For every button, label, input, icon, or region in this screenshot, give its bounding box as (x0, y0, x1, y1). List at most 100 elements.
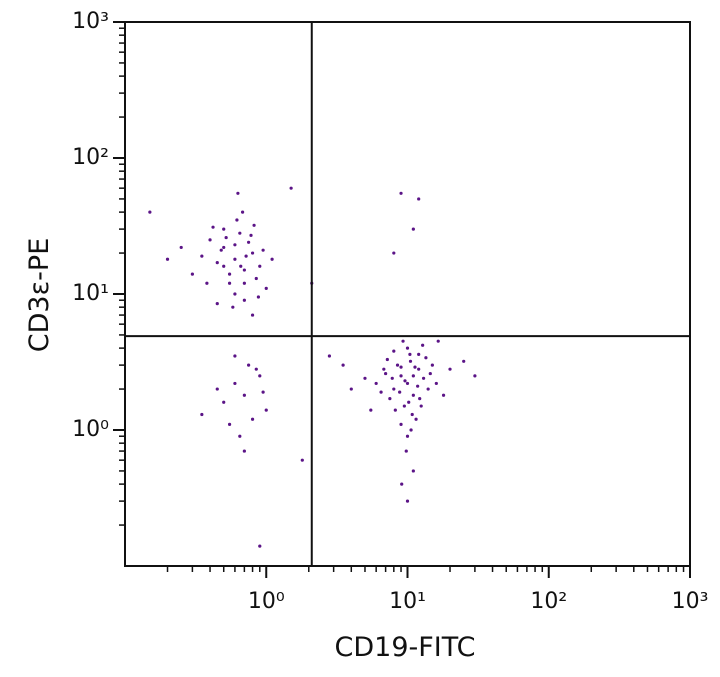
event-dot (349, 387, 353, 391)
event-dot (205, 281, 209, 285)
event-dot (405, 346, 410, 350)
event-dot (264, 286, 268, 290)
event-dot (244, 254, 248, 258)
event-dot (405, 381, 410, 386)
event-dot (436, 339, 440, 343)
event-dot (215, 261, 219, 265)
event-dot (224, 235, 228, 240)
event-dot (250, 313, 255, 317)
y-tick-label: 10² (72, 145, 109, 170)
event-dot (379, 390, 383, 394)
x-tick-label: 10⁰ (248, 589, 285, 614)
event-dot (148, 210, 152, 214)
event-dot (233, 257, 237, 261)
event-dot (388, 397, 392, 401)
event-dot (247, 363, 251, 367)
event-dot (219, 248, 223, 252)
event-dot (385, 357, 389, 362)
event-dot (250, 251, 255, 255)
event-dot (434, 381, 438, 386)
y-tick-label: 10⁰ (72, 417, 109, 442)
event-dot (410, 412, 414, 417)
event-dot (384, 371, 388, 376)
event-dot (252, 223, 256, 227)
event-dot (341, 363, 345, 367)
event-dot (462, 359, 466, 363)
event-dot (190, 272, 194, 276)
event-dot (405, 499, 410, 503)
event-dot (401, 339, 405, 343)
event-dot (402, 404, 406, 408)
event-dot (254, 276, 258, 281)
x-tick-label: 10³ (672, 589, 709, 614)
event-dot (261, 390, 265, 394)
event-dot (441, 393, 446, 397)
event-dot (448, 367, 452, 371)
event-dot (165, 257, 170, 261)
event-dot (200, 412, 204, 417)
event-dot (258, 544, 262, 548)
event-dot (426, 387, 430, 391)
event-dot (200, 254, 204, 258)
y-tick-label: 10¹ (72, 281, 109, 306)
event-dot (270, 257, 274, 261)
event-dot (400, 482, 404, 486)
event-dot (411, 227, 415, 231)
event-dot (390, 376, 394, 380)
event-dot (240, 210, 245, 214)
event-dot (236, 191, 240, 195)
event-dot (392, 387, 396, 391)
event-dot (399, 365, 403, 369)
event-dot (411, 469, 415, 473)
event-dot (417, 352, 421, 356)
event-dot (418, 397, 422, 401)
event-dot (399, 374, 403, 378)
event-dot (242, 393, 246, 397)
event-dot (215, 301, 219, 306)
event-dot (393, 408, 397, 412)
event-dot (363, 376, 367, 380)
event-dot (399, 422, 403, 426)
event-dot (327, 354, 332, 358)
event-dot (233, 243, 237, 247)
event-dot (238, 434, 242, 438)
event-dot (473, 374, 477, 378)
event-dot (179, 245, 183, 250)
event-dot (215, 387, 219, 391)
event-dot (242, 281, 246, 285)
event-dot (227, 281, 232, 285)
event-dot (256, 295, 261, 299)
event-dot (264, 408, 268, 412)
event-dot (409, 428, 413, 432)
event-dot (428, 371, 432, 376)
event-dot (238, 231, 242, 235)
event-dot (289, 186, 293, 190)
event-dot (235, 218, 239, 222)
event-dot (369, 408, 373, 412)
event-dot (258, 264, 262, 268)
event-dot (399, 191, 403, 195)
event-dot (407, 400, 411, 404)
event-dot (416, 384, 420, 388)
x-tick-label: 10² (530, 589, 567, 614)
event-dot (261, 248, 265, 252)
event-dot (404, 449, 408, 453)
event-dot (300, 458, 304, 462)
event-dot (414, 417, 418, 421)
event-dot (413, 365, 417, 369)
event-dot (430, 363, 434, 367)
event-dot (222, 264, 226, 268)
event-dot (242, 449, 246, 453)
event-dot (424, 356, 428, 360)
event-dot (208, 238, 212, 242)
event-dot (222, 245, 226, 250)
event-dot (417, 197, 421, 201)
event-dot (242, 298, 246, 302)
event-dot (382, 367, 386, 371)
event-dot (249, 233, 253, 237)
event-dot (392, 349, 396, 353)
event-dot (392, 251, 396, 255)
x-axis-title: CD19-FITC (335, 632, 476, 663)
event-dot (374, 381, 378, 386)
